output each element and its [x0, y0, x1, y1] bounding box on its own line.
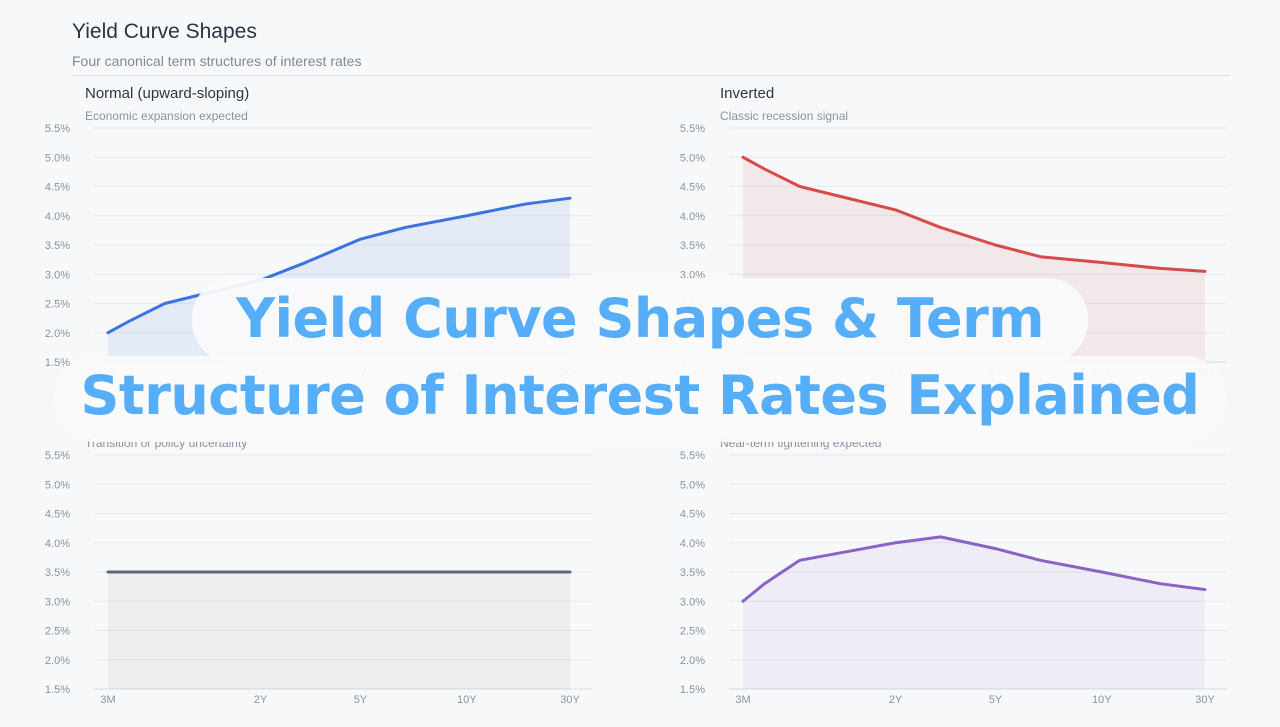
- series-line: [741, 535, 1207, 603]
- y-tick-label: 3.5%: [680, 567, 705, 579]
- page-header: Yield Curve Shapes Four canonical term s…: [72, 20, 1230, 69]
- page-subtitle: Four canonical term structures of intere…: [72, 53, 362, 69]
- page-title: Yield Curve Shapes: [72, 20, 257, 43]
- chart-panel-flat: Transition or policy uncertainty 1.5% 2.0…: [45, 407, 632, 727]
- x-tick-label: 30Y: [1195, 694, 1215, 706]
- humped-chart-svg: 1.5% 2.0% 2.5% 3.0% 3.5% 4.0% 4.5% 5.0% 5.5% 3M 2Y…: [680, 450, 1227, 706]
- y-tick-label: 2.5%: [680, 626, 705, 638]
- x-tick-label: 30Y: [560, 694, 580, 706]
- series-area: [743, 536, 1205, 689]
- x-tick-label: 5Y: [989, 694, 1003, 706]
- chart-subtitle: Classic recession signal: [720, 109, 849, 123]
- x-tick-label: 10Y: [457, 694, 477, 706]
- y-tick-label: 1.5%: [45, 357, 70, 369]
- y-tick-label: 2.5%: [45, 626, 70, 638]
- y-tick-label: 5.5%: [45, 450, 70, 462]
- y-tick-label: 3.0%: [680, 596, 705, 608]
- overlay-title-line-2: Structure of Interest Rates Explained: [80, 364, 1200, 427]
- y-tick-label: 2.0%: [680, 655, 705, 667]
- overlay-pill-top: [192, 278, 1088, 362]
- series-line: [106, 196, 572, 335]
- chart-title: Inverted: [720, 85, 775, 102]
- y-tick-label: 5.0%: [680, 152, 705, 164]
- x-tick-label: 5Y: [354, 694, 368, 706]
- series-area: [108, 572, 570, 689]
- y-tick-label: 5.0%: [45, 152, 70, 164]
- flat-chart-svg: 1.5% 2.0% 2.5% 3.0% 3.5% 4.0% 4.5% 5.0% 5.5% 3M 2Y…: [45, 450, 592, 706]
- y-tick-label: 1.5%: [45, 684, 70, 696]
- y-tick-label: 3.0%: [45, 596, 70, 608]
- y-tick-label: 3.5%: [45, 240, 70, 252]
- header-divider: [72, 75, 1230, 76]
- x-tick-label: 3M: [735, 694, 750, 706]
- overlay-pill-bottom: [55, 356, 1225, 442]
- y-tick-label: 5.0%: [45, 479, 70, 491]
- chart-title: Normal (upward-sloping): [85, 85, 250, 102]
- x-tick-label: 10Y: [1092, 694, 1112, 706]
- y-tick-label: 5.5%: [680, 450, 705, 462]
- x-tick-label: 2Y: [889, 694, 903, 706]
- y-tick-label: 1.5%: [680, 684, 705, 696]
- y-tick-label: 3.5%: [680, 240, 705, 252]
- y-tick-label: 4.0%: [680, 538, 705, 550]
- y-tick-label: 2.0%: [45, 328, 70, 340]
- series-line: [741, 155, 1207, 273]
- y-tick-label: 3.0%: [45, 269, 70, 281]
- y-tick-label: 5.5%: [45, 123, 70, 135]
- y-tick-label: 4.5%: [45, 182, 70, 194]
- chart-panel-humped: Near-term tightening expected 1.5% 2.0% 2.…: [680, 407, 1267, 727]
- y-tick-label: 4.0%: [45, 538, 70, 550]
- y-tick-label: 3.5%: [45, 567, 70, 579]
- y-tick-label: 4.0%: [680, 211, 705, 223]
- x-tick-label: 3M: [100, 694, 115, 706]
- x-tick-label: 2Y: [254, 694, 268, 706]
- y-tick-label: 2.0%: [45, 655, 70, 667]
- y-tick-label: 5.0%: [680, 479, 705, 491]
- y-tick-label: 4.5%: [680, 182, 705, 194]
- overlay-banner: Yield Curve Shapes & Term Structure of I…: [0, 270, 1280, 450]
- y-tick-label: 2.5%: [45, 299, 70, 311]
- y-tick-label: 4.5%: [45, 509, 70, 521]
- y-tick-label: 4.5%: [680, 509, 705, 521]
- y-tick-label: 4.0%: [45, 211, 70, 223]
- overlay-title-line-1: Yield Curve Shapes & Term: [235, 287, 1045, 350]
- chart-subtitle: Economic expansion expected: [85, 109, 248, 123]
- y-tick-label: 5.5%: [680, 123, 705, 135]
